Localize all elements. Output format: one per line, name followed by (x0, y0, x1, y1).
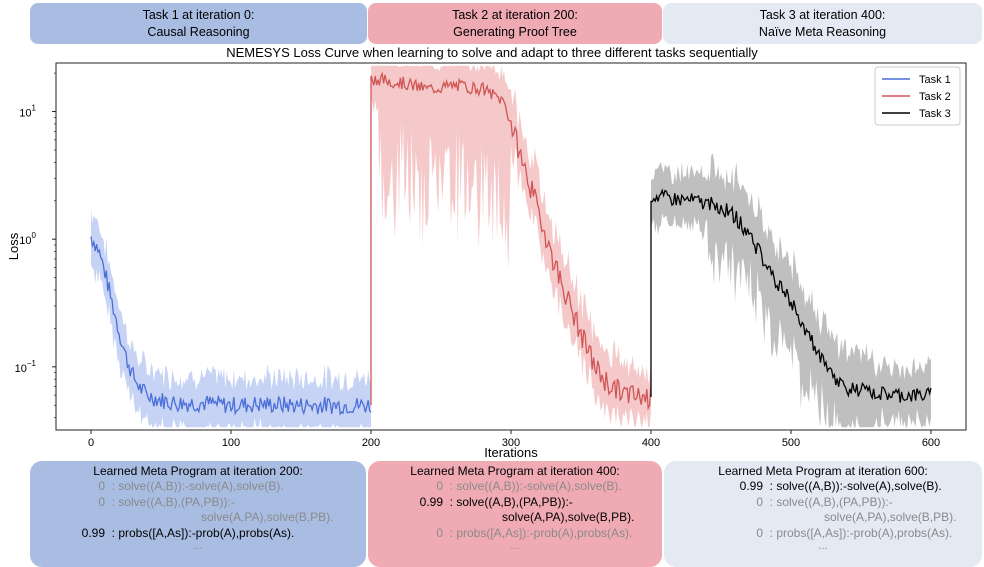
program-ellipsis: ... (818, 540, 828, 553)
task-box-2: Task 2 at iteration 200: Generating Proo… (368, 3, 662, 44)
rule-weight: 0.99 (81, 525, 105, 540)
program-rule: 0 : solve((A,B),(PA,PB)):- (30, 495, 366, 510)
program-rule: 0 : probs([A,As]):-prob(A),probs(As). (664, 526, 982, 541)
program-ellipsis: ... (193, 540, 203, 553)
rule-text: : probs([A,As]):-prob(A),probs(As). (763, 525, 953, 540)
rule-text: : solve((A,B),(PA,PB)):- (443, 494, 573, 509)
task-box-line2: Naïve Meta Reasoning (758, 25, 887, 39)
program-rule: 0 : probs([A,As]):-prob(A),probs(As). (368, 526, 662, 541)
task-box-line1: Task 3 at iteration 400: (759, 8, 886, 22)
program-box-1: Learned Meta Program at iteration 200: 0 … (30, 461, 366, 567)
x-tick-label: 300 (502, 437, 520, 449)
series-lines (90, 71, 932, 416)
legend-frame (874, 66, 961, 126)
legend-label-1: Task 1 (919, 74, 951, 86)
task-box-line2: Generating Proof Tree (453, 25, 577, 39)
x-tick-label: 600 (922, 437, 940, 449)
series-line-3 (650, 188, 932, 403)
y-tick-label: 10−1 (15, 359, 37, 375)
rule-weight: 0.99 (419, 494, 443, 509)
y-tick-label: 101 (19, 104, 36, 120)
series-line-2 (370, 71, 652, 411)
x-axis-label: Iterations (484, 445, 538, 460)
program-rule: 0.99 : solve((A,B),(PA,PB)):- (368, 495, 662, 510)
rule-text: : solve((A,B)):-solve(A),solve(B). (105, 479, 284, 494)
rule-weight: 0 (436, 479, 443, 494)
series-line-1 (90, 236, 372, 416)
y-axis-label: Loss (6, 232, 21, 260)
program-title: Learned Meta Program at iteration 600: (718, 464, 928, 478)
rule-continuation: solve(A,PA),solve(B,PB). (824, 510, 957, 525)
rule-weight: 0 (756, 494, 763, 509)
program-ellipsis: ... (510, 540, 520, 553)
y-axis-ticks: 10−1 100 101 (15, 72, 56, 418)
task-box-line1: Task 2 at iteration 200: (452, 8, 578, 22)
x-tick-label: 400 (642, 437, 660, 449)
rule-text: : solve((A,B)):-solve(A),solve(B). (763, 479, 942, 494)
rule-text: : solve((A,B),(PA,PB)):- (105, 494, 235, 509)
rule-weight: 0 (98, 494, 105, 509)
task-box-1: Task 1 at iteration 0: Causal Reasoning (30, 3, 367, 44)
legend-label-2: Task 2 (919, 91, 951, 103)
rule-text: : solve((A,B),(PA,PB)):- (763, 494, 893, 509)
x-tick-label: 100 (222, 437, 240, 449)
band-3 (651, 153, 931, 428)
rule-weight: 0.99 (739, 479, 763, 494)
rule-text: : probs([A,As]):-prob(A),probs(As). (443, 525, 633, 540)
chart-title: NEMESYS Loss Curve when learning to solv… (226, 45, 758, 60)
program-rule: 0.99 : solve((A,B)):-solve(A),solve(B). (664, 479, 982, 494)
program-rule: 0.99 : probs([A,As]):-prob(A),probs(As). (30, 526, 366, 541)
program-rule: 0 : solve((A,B)):-solve(A),solve(B). (30, 479, 366, 494)
task-box-3: Task 3 at iteration 400: Naïve Meta Reas… (663, 3, 982, 44)
x-tick-label: 200 (362, 437, 380, 449)
rule-weight: 0 (436, 525, 443, 540)
x-axis-ticks: 0 100 200 300 400 500 600 (88, 430, 940, 449)
program-rule: 0 : solve((A,B),(PA,PB)):- (664, 495, 982, 510)
rule-continuation: solve(A,PA),solve(B,PB). (502, 510, 635, 525)
band-2 (371, 65, 651, 428)
loss-chart: NEMESYS Loss Curve when learning to solv… (6, 45, 967, 460)
x-tick-label: 500 (782, 437, 800, 449)
program-title: Learned Meta Program at iteration 400: (410, 464, 620, 478)
rule-weight: 0 (98, 479, 105, 494)
program-box-3: Learned Meta Program at iteration 600: 0.… (664, 461, 982, 567)
x-tick-label: 0 (88, 437, 94, 449)
rule-continuation: solve(A,PA),solve(B,PB). (201, 510, 334, 525)
legend-label-3: Task 3 (919, 108, 951, 120)
rule-text: : probs([A,As]):-prob(A),probs(As). (105, 525, 295, 540)
task-box-line2: Causal Reasoning (147, 25, 250, 39)
confidence-bands (91, 65, 931, 428)
program-rule: 0 : solve((A,B)):-solve(A),solve(B). (368, 479, 662, 494)
program-title: Learned Meta Program at iteration 200: (93, 464, 303, 478)
legend: Task 1 Task 2 Task 3 (874, 66, 961, 126)
y-tick-label: 100 (19, 231, 36, 247)
program-box-2: Learned Meta Program at iteration 400: 0 … (368, 461, 662, 567)
rule-text: : solve((A,B)):-solve(A),solve(B). (443, 479, 622, 494)
task-box-line1: Task 1 at iteration 0: (142, 8, 255, 22)
band-1 (91, 208, 371, 428)
rule-weight: 0 (756, 525, 763, 540)
